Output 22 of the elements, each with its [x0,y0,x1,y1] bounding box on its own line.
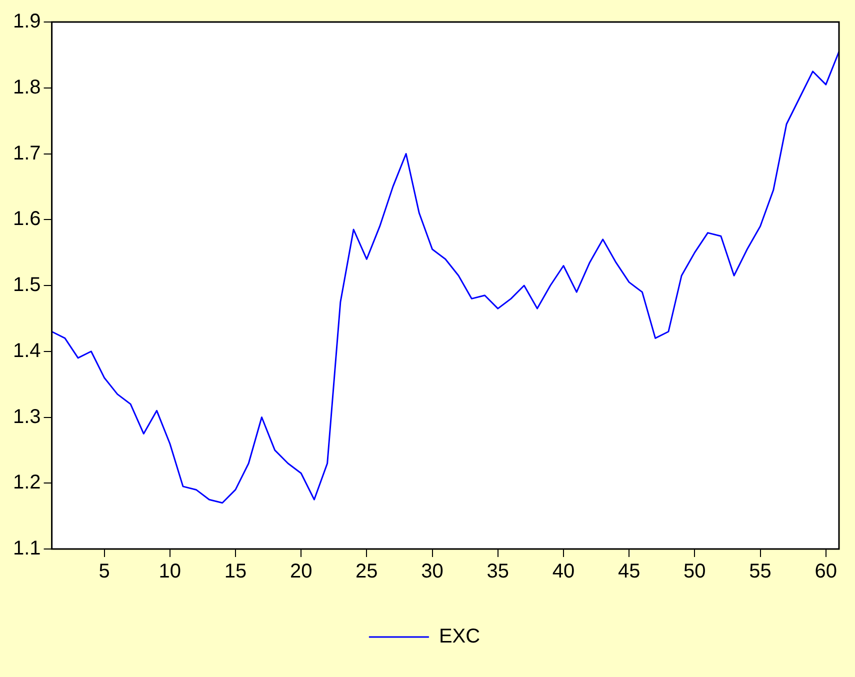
y-tick-label: 1.8 [12,76,41,98]
x-tick-label: 45 [618,560,640,583]
x-tick-label: 60 [814,560,838,583]
x-tick-label: 40 [552,560,575,583]
x-tick-label: 35 [486,560,510,583]
x-tick-label: 20 [290,560,312,583]
legend-label: EXC [438,626,480,648]
y-tick-label: 1.4 [12,340,41,362]
y-tick-label: 1.1 [12,538,41,560]
x-tick-label: 30 [421,560,444,583]
y-tick-label: 1.5 [12,274,41,296]
y-tick-label: 1.3 [12,406,41,428]
x-tick-label: 15 [224,560,247,583]
x-tick-label: 50 [684,560,706,583]
x-tick-label: 25 [356,560,378,583]
y-tick-label: 1.9 [12,10,41,33]
y-tick-label: 1.6 [12,208,41,230]
x-tick-label: 55 [749,560,772,583]
x-tick-label: 10 [158,560,182,583]
x-tick-label: 5 [98,560,110,583]
y-tick-label: 1.7 [12,142,41,164]
y-tick-label: 1.2 [12,472,41,494]
